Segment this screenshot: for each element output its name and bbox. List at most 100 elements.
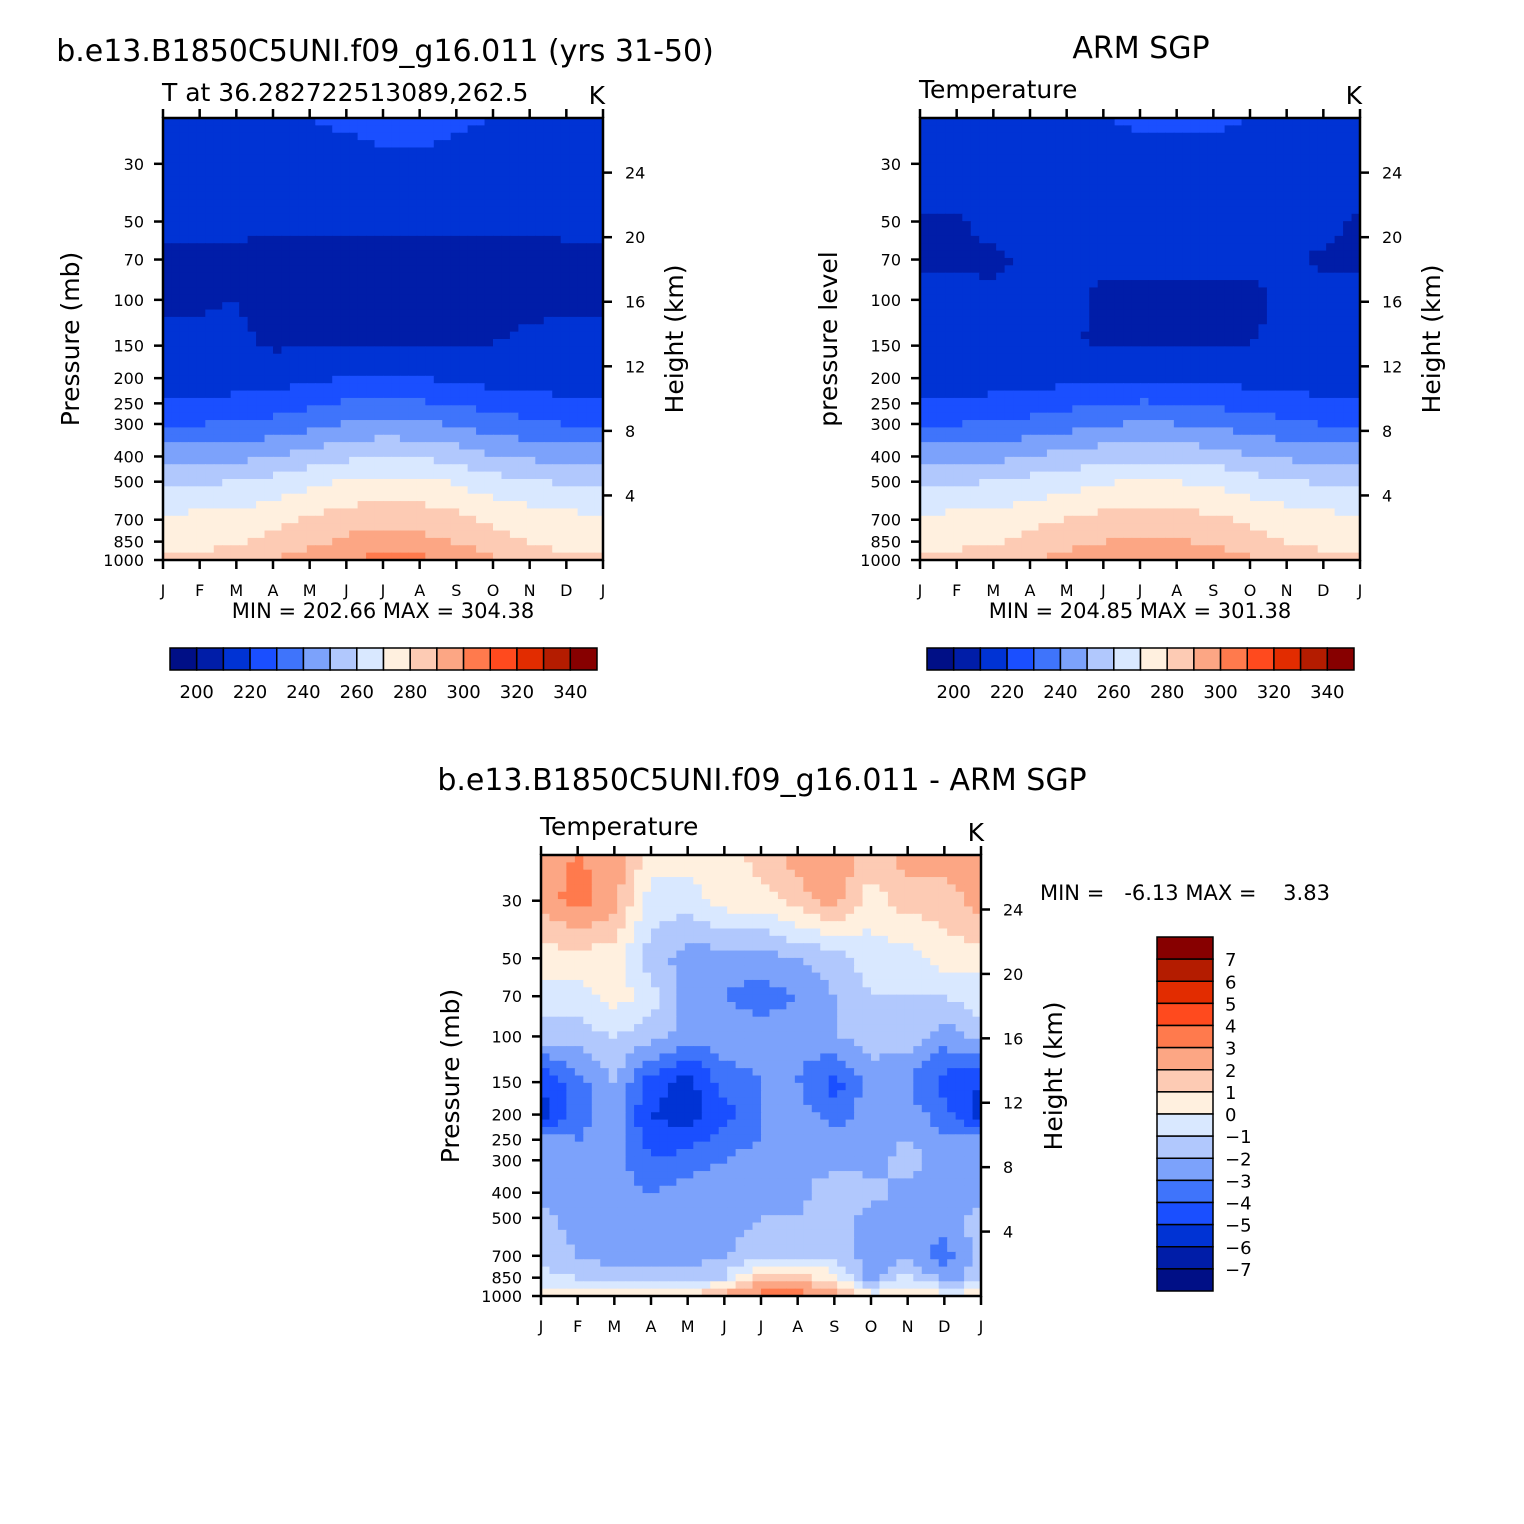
contour-cell [501,449,511,458]
contour-cell [1258,243,1268,252]
colorbar-swatch [489,647,518,671]
contour-cell [213,515,223,524]
contour-cell [196,383,206,392]
contour-cell [391,243,401,252]
contour-cell [281,280,291,289]
contour-cell [996,265,1006,274]
contour-cell [459,272,469,281]
contour-cell [399,456,409,465]
contour-cell [936,154,946,163]
contour-cell [366,515,376,524]
contour-cell [1021,272,1031,281]
contour-cell [1123,361,1133,370]
contour-cell [1004,331,1014,340]
contour-cell [1224,235,1234,244]
contour-cell [577,545,587,554]
contour-cell [1080,316,1090,325]
contour-cell [1326,272,1336,281]
contour-cell [1148,162,1158,171]
contour-cell [518,140,528,149]
contour-cell [501,147,511,156]
contour-cell [213,552,223,561]
contour-cell [996,140,1006,149]
contour-cell [205,508,215,517]
contour-cell [256,243,266,252]
contour-cell [1190,309,1200,318]
contour-field [163,118,604,561]
contour-cell [1216,280,1226,289]
contour-cell [577,434,587,443]
contour-cell [1317,339,1327,347]
contour-cell [340,493,350,502]
contour-cell [594,118,604,126]
contour-cell [1334,184,1344,193]
contour-cell [459,118,469,126]
contour-cell [493,118,503,126]
contour-cell [1089,132,1099,141]
contour-cell [518,515,528,524]
contour-cell [349,169,359,178]
contour-cell [340,501,350,510]
contour-cell [1266,221,1276,230]
contour-cell [484,228,494,237]
contour-cell [1182,324,1192,333]
contour-cell [1317,309,1327,318]
contour-cell [222,176,232,185]
contour-cell [1156,250,1166,259]
contour-cell [1199,339,1209,347]
contour-cell [222,397,232,406]
contour-cell [526,346,536,355]
contour-cell [340,243,350,252]
contour-cell [349,397,359,406]
contour-cell [945,331,955,340]
contour-cell [1089,118,1099,126]
contour-cell [1004,353,1014,362]
contour-cell [399,383,409,392]
contour-cell [171,449,181,458]
contour-cell [1165,162,1175,171]
contour-cell [1156,309,1166,318]
contour-cell [552,530,562,539]
contour-cell [953,280,963,289]
contour-cell [560,191,570,200]
contour-cell [569,501,579,510]
contour-cell [1292,118,1302,126]
contour-cell [970,361,980,370]
contour-cell [1266,294,1276,303]
contour-cell [273,184,283,193]
contour-cell [1233,206,1243,215]
contour-cell [1106,250,1116,259]
contour-cell [399,243,409,252]
contour-cell [357,361,367,370]
contour-cell [205,162,215,171]
contour-cell [1216,169,1226,178]
contour-cell [332,176,342,185]
contour-cell [1216,361,1226,370]
contour-cell [594,471,604,480]
contour-cell [1309,309,1319,318]
contour-cell [586,199,596,207]
contour-cell [306,235,316,244]
contour-cell [1216,331,1226,340]
contour-cell [391,324,401,333]
contour-cell [552,184,562,193]
contour-cell [928,132,938,141]
contour-cell [526,523,536,532]
contour-cell [1055,132,1065,141]
contour-cell [273,257,283,266]
contour-cell [535,118,545,126]
contour-cell [416,449,426,458]
contour-cell [1233,324,1243,333]
contour-cell [501,501,511,510]
contour-cell [459,280,469,289]
contour-cell [239,478,249,487]
contour-cell [273,420,283,428]
contour-cell [1131,169,1141,178]
contour-cell [1233,339,1243,347]
contour-cell [1131,140,1141,149]
contour-cell [945,140,955,149]
contour-cell [586,331,596,340]
contour-cell [179,383,189,392]
contour-cell [1207,235,1217,244]
contour-cell [289,486,299,495]
